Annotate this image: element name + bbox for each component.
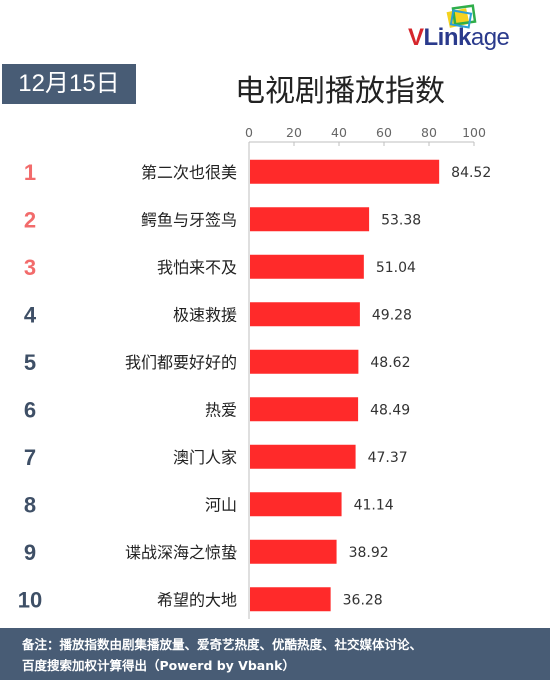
- value-label: 51.04: [376, 260, 416, 276]
- value-label: 49.28: [372, 307, 412, 323]
- chart-title: 电视剧播放指数: [235, 74, 445, 109]
- rank-label: 5: [24, 350, 36, 375]
- value-label: 47.37: [368, 450, 408, 466]
- x-tick-label: 60: [376, 125, 392, 140]
- logo-text-age: age: [470, 24, 510, 51]
- bar: [250, 159, 440, 184]
- category-label: 希望的大地: [157, 590, 237, 609]
- value-label: 48.62: [370, 355, 410, 371]
- logo-squares-icon: [446, 4, 477, 29]
- value-label: 48.49: [370, 402, 410, 418]
- rank-label: 10: [18, 587, 42, 612]
- value-label: 53.38: [381, 212, 421, 228]
- bar: [250, 302, 360, 327]
- rank-label: 1: [24, 160, 36, 185]
- bar: [250, 587, 331, 612]
- date-badge: 12月15日: [2, 64, 136, 104]
- rank-label: 9: [24, 540, 36, 565]
- bar: [250, 207, 370, 232]
- x-tick-label: 0: [245, 125, 253, 140]
- bar: [250, 349, 359, 374]
- category-label: 鳄鱼与牙签鸟: [141, 210, 237, 229]
- bar: [250, 444, 356, 469]
- logo-text: VLinkage: [408, 24, 510, 52]
- rank-label: 4: [24, 302, 37, 327]
- category-label: 第二次也很美: [141, 163, 237, 182]
- value-label: 84.52: [451, 165, 491, 181]
- rank-label: 2: [24, 207, 36, 232]
- x-tick-label: 100: [462, 125, 486, 140]
- x-tick-label: 80: [421, 125, 437, 140]
- bar-chart: 0 20 40 60 80 100 1 第二次也很美 84.52 2 鳄鱼与牙签鸟 53.38 3 我怕来…: [18, 125, 491, 619]
- footer-line-2: 百度搜索加权计算得出（Powerd by Vbank）: [22, 658, 295, 673]
- category-label: 极速救援: [173, 305, 237, 324]
- footer-line-1: 备注：播放指数由剧集播放量、爱奇艺热度、优酷热度、社交媒体讨论、: [22, 637, 423, 652]
- category-label: 我们都要好好的: [125, 353, 237, 372]
- value-label: 38.92: [349, 545, 389, 561]
- bar: [250, 397, 359, 422]
- rank-label: 8: [24, 492, 36, 517]
- rank-label: 3: [24, 255, 36, 280]
- logo-text-link: Link: [423, 24, 472, 51]
- value-label: 36.28: [343, 592, 383, 608]
- category-label: 澳门人家: [173, 448, 237, 467]
- x-tick-label: 40: [331, 125, 347, 140]
- rank-label: 7: [24, 445, 36, 470]
- category-label: 河山: [205, 495, 237, 514]
- category-label: 谍战深海之惊蛰: [125, 543, 237, 562]
- bar: [250, 254, 364, 279]
- x-tick-label: 20: [286, 125, 302, 140]
- bar: [250, 539, 337, 564]
- category-label: 热爱: [205, 400, 237, 419]
- bar: [250, 492, 342, 517]
- footer-note: 备注：播放指数由剧集播放量、爱奇艺热度、优酷热度、社交媒体讨论、 百度搜索加权计…: [0, 628, 550, 680]
- logo-text-v: V: [408, 24, 424, 51]
- category-label: 我怕来不及: [157, 258, 237, 277]
- rank-label: 6: [24, 397, 36, 422]
- value-label: 41.14: [354, 497, 394, 513]
- vlinkage-logo: VLinkage: [408, 4, 548, 54]
